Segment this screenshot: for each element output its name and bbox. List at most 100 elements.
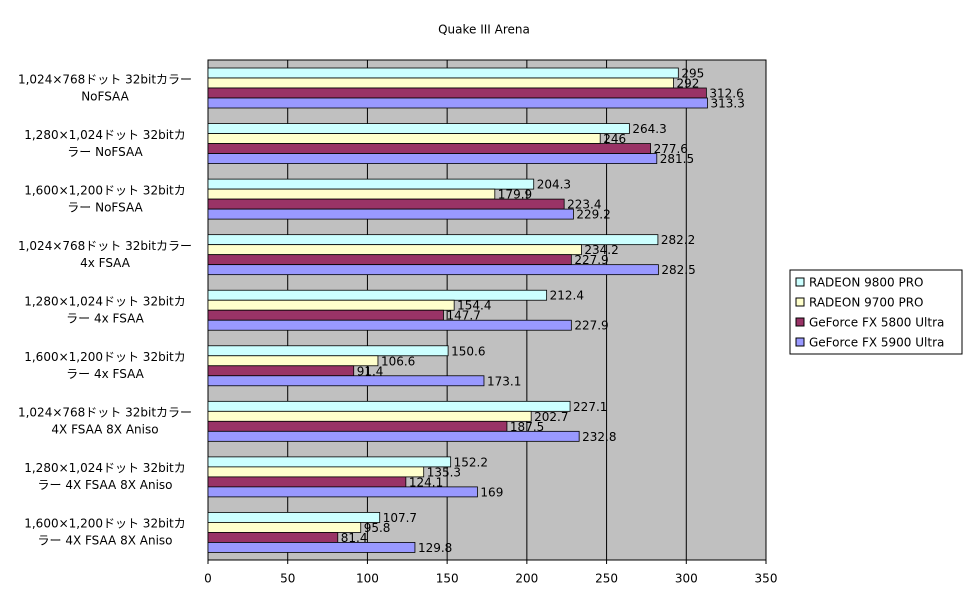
data-label: 169 — [480, 485, 503, 499]
data-label: 292 — [677, 77, 700, 91]
legend-label: GeForce FX 5900 Ultra — [809, 336, 944, 350]
x-tick-label: 0 — [204, 572, 212, 586]
y-tick-label: 1,600×1,200ドット 32bitカ — [24, 350, 186, 364]
y-tick-label: 4X FSAA 8X Aniso — [51, 423, 158, 437]
y-tick-label: 1,280×1,024ドット 32bitカ — [24, 461, 186, 475]
bar — [207, 87, 707, 99]
data-label: 223.4 — [567, 198, 601, 212]
x-tick-label: 100 — [356, 572, 379, 586]
data-label: 179.9 — [498, 188, 532, 202]
bar — [207, 143, 651, 154]
bar — [207, 420, 508, 432]
x-tick-label: 150 — [436, 572, 459, 586]
bar — [207, 208, 574, 220]
y-tick-label: ラー 4x FSAA — [66, 367, 144, 381]
y-tick-label: 1,024×768ドット 32bitカラー — [18, 72, 192, 86]
legend-label: RADEON 9800 PRO — [809, 276, 924, 290]
data-label: 234.2 — [584, 243, 618, 257]
bar — [207, 532, 339, 543]
data-label: 227.9 — [574, 319, 608, 333]
bar — [207, 299, 455, 311]
y-tick-label: 1,024×768ドット 32bitカラー — [18, 239, 192, 253]
legend-swatch — [795, 337, 805, 347]
x-tick-label: 50 — [280, 572, 295, 586]
bar — [207, 355, 379, 367]
data-label: 282.2 — [661, 233, 695, 247]
data-label: 81.4 — [341, 531, 368, 545]
bar — [207, 430, 580, 442]
data-label: 154.4 — [457, 299, 491, 313]
data-label: 150.6 — [451, 344, 485, 358]
y-tick-label: NoFSAA — [81, 89, 129, 103]
x-tick-label: 350 — [755, 572, 778, 586]
bar — [207, 289, 548, 301]
bar — [207, 319, 572, 331]
data-label: 147.7 — [446, 309, 480, 323]
y-tick-label: 1,280×1,024ドット 32bitカ — [24, 128, 186, 142]
legend-swatch — [795, 277, 805, 287]
bar — [207, 153, 658, 164]
data-label: 229.2 — [576, 208, 610, 222]
legend-swatch — [795, 297, 805, 307]
data-label: 212.4 — [550, 289, 584, 303]
data-label: 135.3 — [427, 465, 461, 479]
bar — [207, 97, 708, 109]
data-label: 187.5 — [510, 420, 544, 434]
data-label: 227.9 — [574, 253, 608, 267]
data-label: 312.6 — [709, 87, 743, 101]
bar — [207, 77, 674, 89]
data-label: 227.1 — [573, 400, 607, 414]
data-label: 107.7 — [383, 511, 417, 525]
bar — [207, 542, 416, 553]
legend-box — [789, 269, 963, 355]
y-tick-label: ラー 4x FSAA — [66, 312, 144, 326]
data-label: 277.6 — [654, 142, 688, 156]
bar — [207, 375, 485, 387]
y-tick-label: ラー 4X FSAA 8X Aniso — [38, 478, 173, 492]
bar — [207, 198, 565, 210]
data-label: 202.7 — [534, 410, 568, 424]
bar — [207, 410, 532, 422]
x-tick-label: 300 — [675, 572, 698, 586]
y-tick-label: 1,600×1,200ドット 32bitカ — [24, 517, 186, 531]
bar — [207, 244, 582, 256]
data-label: 282.5 — [661, 263, 695, 277]
bar — [207, 133, 601, 144]
data-label: 95.8 — [364, 521, 391, 535]
data-label: 281.5 — [660, 152, 694, 166]
data-label: 129.8 — [418, 541, 452, 555]
data-label: 295 — [681, 67, 704, 81]
bar — [207, 466, 425, 478]
data-label: 91.4 — [357, 364, 384, 378]
bar — [207, 123, 630, 134]
y-tick-label: ラー NoFSAA — [67, 145, 143, 159]
chart-title: Quake III Arena — [438, 23, 530, 37]
data-label: 232.8 — [582, 430, 616, 444]
data-label: 204.3 — [537, 178, 571, 192]
bar — [207, 400, 571, 412]
legend-swatch — [795, 317, 805, 327]
data-label: 246 — [603, 132, 626, 146]
legend-label: GeForce FX 5800 Ultra — [809, 316, 944, 330]
bar — [207, 512, 381, 523]
y-tick-label: 4x FSAA — [80, 256, 131, 270]
bar — [207, 264, 659, 276]
data-label: 124.1 — [409, 475, 443, 489]
bar — [207, 67, 679, 79]
bar — [207, 309, 444, 321]
x-tick-label: 200 — [515, 572, 538, 586]
data-label: 152.2 — [454, 455, 488, 469]
y-tick-label: ラー NoFSAA — [67, 200, 143, 214]
bar — [207, 486, 478, 498]
y-tick-label: 1,280×1,024ドット 32bitカ — [24, 295, 186, 309]
bar — [207, 254, 572, 266]
bar — [207, 188, 496, 200]
bar — [207, 456, 452, 468]
data-label: 313.3 — [710, 97, 744, 111]
legend-label: RADEON 9700 PRO — [809, 296, 924, 310]
y-tick-label: 1,600×1,200ドット 32bitカ — [24, 183, 186, 197]
x-tick-label: 250 — [595, 572, 618, 586]
data-label: 173.1 — [487, 374, 521, 388]
data-label: 264.3 — [632, 122, 666, 136]
